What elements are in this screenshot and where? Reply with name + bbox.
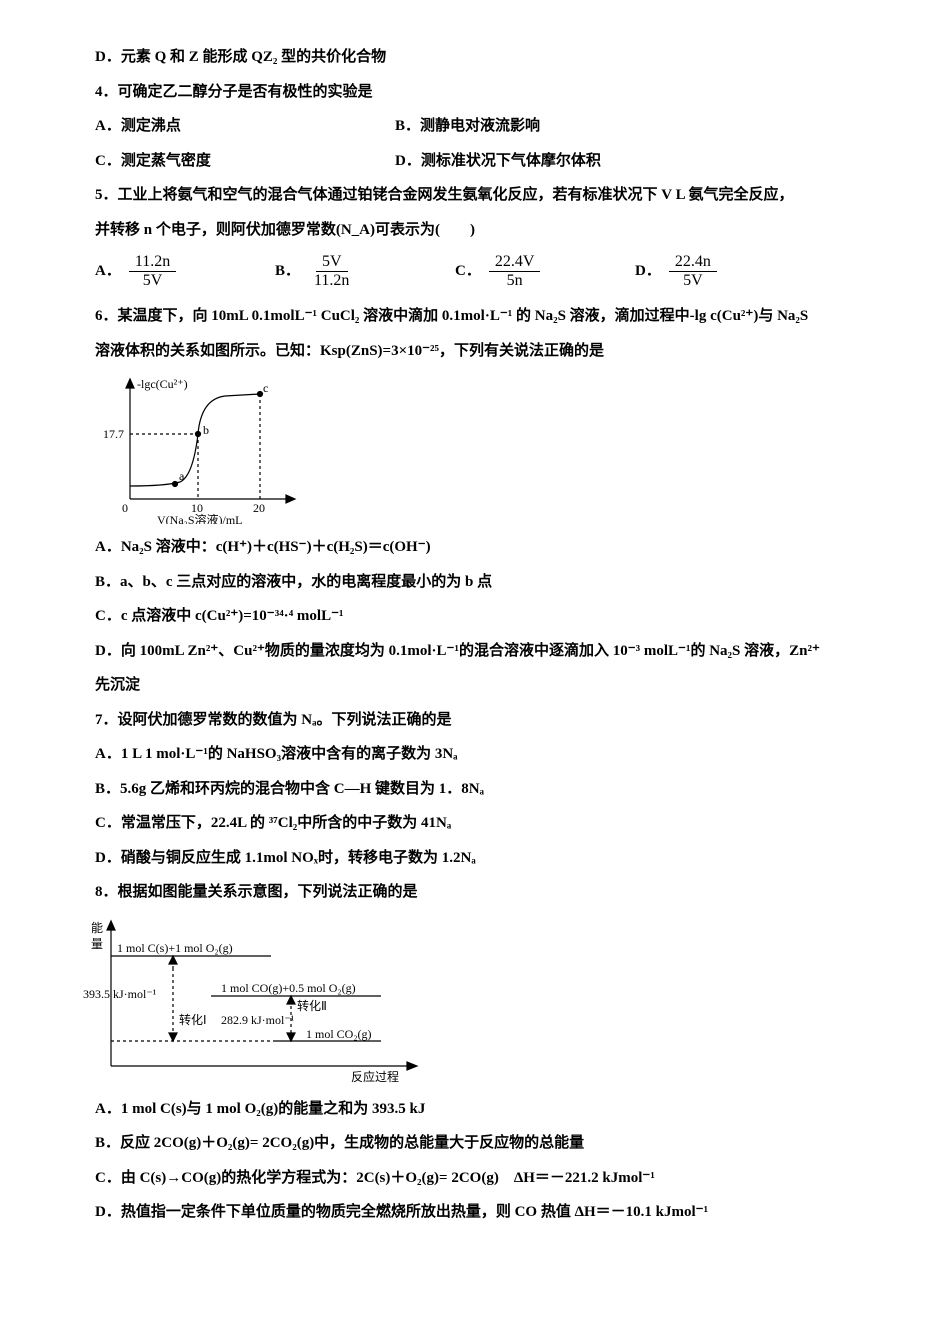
q4-option-c: C．测定蒸气密度 [95, 144, 395, 179]
q7-stem: 7．设阿伏加德罗常数的数值为 Nₐ。下列说法正确的是 [95, 703, 850, 738]
q6-option-a: A．Na₂S 溶液中：c(H⁺)＋c(HS⁻)＋c(H₂S)＝c(OH⁻) [95, 530, 850, 565]
q5-option-b: B． 5V 11.2n [275, 253, 455, 289]
q5-d-den: 5V [677, 272, 709, 290]
q8-de1: 393.5 kJ·mol⁻¹ [83, 987, 157, 1001]
q8-ylabel-2: 量 [91, 937, 103, 951]
q5-option-c: C． 22.4V 5n [455, 253, 635, 289]
q5-c-den: 5n [501, 272, 529, 290]
q6-option-d-1: D．向 100mL Zn²⁺、Cu²⁺物质的量浓度均为 0.1mol·L⁻¹的混… [95, 634, 850, 669]
q5-a-label: A． [95, 254, 121, 289]
q8-stem: 8．根据如图能量关系示意图，下列说法正确的是 [95, 875, 850, 910]
q7-option-b: B．5.6g 乙烯和环丙烷的混合物中含 C—H 键数目为 1．8Nₐ [95, 772, 850, 807]
q8-option-b: B．反应 2CO(g)＋O₂(g)= 2CO₂(g)中，生成物的总能量大于反应物… [95, 1126, 850, 1161]
q6-stem-2: 溶液体积的关系如图所示。已知：Ksp(ZnS)=3×10⁻²⁵，下列有关说法正确… [95, 334, 850, 369]
q8-de2: 282.9 kJ·mol⁻¹ [221, 1013, 295, 1027]
q6-pt-b: b [203, 423, 209, 437]
q8-option-d: D．热值指一定条件下单位质量的物质完全燃烧所放出热量，则 CO 热值 ΔH＝－1… [95, 1195, 850, 1230]
fraction-icon: 11.2n 5V [129, 253, 176, 289]
q5-d-label: D． [635, 254, 661, 289]
q8-t1: 转化Ⅰ [179, 1012, 207, 1027]
q6-xtick-2: 20 [253, 501, 265, 515]
q7-option-d: D．硝酸与铜反应生成 1.1mol NOₓ时，转移电子数为 1.2Nₐ [95, 841, 850, 876]
q6-xlabel: V(Na₂S溶液)/mL [157, 512, 243, 524]
q5-b-label: B． [275, 254, 300, 289]
q5-a-den: 5V [137, 272, 169, 290]
q6-pt-a: a [179, 469, 185, 483]
q4-stem: 4．可确定乙二醇分子是否有极性的实验是 [95, 75, 850, 110]
q8-ylabel-1: 能 [91, 921, 103, 935]
q5-option-a: A． 11.2n 5V [95, 253, 275, 289]
q3-option-d: D．元素 Q 和 Z 能形成 QZ₂ 型的共价化合物 [95, 40, 850, 75]
q5-stem-1: 5．工业上将氨气和空气的混合气体通过铂铑合金网发生氨氧化反应，若有标准状况下 V… [95, 178, 850, 213]
q5-a-num: 11.2n [129, 253, 176, 272]
q6-ylabel: -lgc(Cu²⁺) [137, 377, 188, 391]
q5-b-den: 11.2n [308, 272, 355, 290]
q6-pt-c: c [263, 381, 268, 395]
fraction-icon: 22.4n 5V [669, 253, 717, 289]
q4-option-a: A．测定沸点 [95, 109, 395, 144]
q8-level-1: 1 mol C(s)+1 mol O₂(g) [117, 941, 233, 955]
q5-c-label: C． [455, 254, 481, 289]
q8-t2: 转化Ⅱ [297, 998, 327, 1013]
q8-level-2: 1 mol CO(g)+0.5 mol O₂(g) [221, 981, 356, 995]
q6-stem-1: 6．某温度下，向 10mL 0.1molL⁻¹ CuCl₂ 溶液中滴加 0.1m… [95, 299, 850, 334]
q8-option-c: C．由 C(s)→CO(g)的热化学方程式为：2C(s)＋O₂(g)= 2CO(… [95, 1161, 850, 1196]
fraction-icon: 22.4V 5n [489, 253, 541, 289]
q6-xtick-0: 0 [122, 501, 128, 515]
q6-option-c: C．c 点溶液中 c(Cu²⁺)=10⁻³⁴·⁴ molL⁻¹ [95, 599, 850, 634]
q8-option-a: A．1 mol C(s)与 1 mol O₂(g)的能量之和为 393.5 kJ [95, 1092, 850, 1127]
q6-option-b: B．a、b、c 三点对应的溶液中，水的电离程度最小的为 b 点 [95, 565, 850, 600]
q6-option-d-2: 先沉淀 [95, 668, 850, 703]
q5-b-num: 5V [316, 253, 348, 272]
q5-option-d: D． 22.4n 5V [635, 253, 717, 289]
q8-level-3: 1 mol CO₂(g) [306, 1027, 372, 1041]
q8-xlabel: 反应过程 [351, 1069, 399, 1084]
q5-options-row: A． 11.2n 5V B． 5V 11.2n C． 22.4V 5n D． 2… [95, 253, 850, 289]
q6-figure: -lgc(Cu²⁺) 17.7 0 10 20 V(Na₂S溶液)/mL a b… [95, 374, 305, 524]
q5-stem-2: 并转移 n 个电子，则阿伏加德罗常数(N_A)可表示为( ) [95, 213, 850, 248]
q5-c-num: 22.4V [489, 253, 541, 272]
q7-option-c: C．常温常压下，22.4L 的 ³⁷Cl₂中所含的中子数为 41Nₐ [95, 806, 850, 841]
fraction-icon: 5V 11.2n [308, 253, 355, 289]
q5-d-num: 22.4n [669, 253, 717, 272]
q8-figure: 能 量 1 mol C(s)+1 mol O₂(g) 1 mol CO(g)+0… [81, 916, 441, 1086]
q4-option-d: D．测标准状况下气体摩尔体积 [395, 144, 850, 179]
q6-ytick: 17.7 [103, 427, 124, 441]
q7-option-a: A．1 L 1 mol·L⁻¹的 NaHSO₃溶液中含有的离子数为 3Nₐ [95, 737, 850, 772]
q4-option-b: B．测静电对液流影响 [395, 109, 850, 144]
